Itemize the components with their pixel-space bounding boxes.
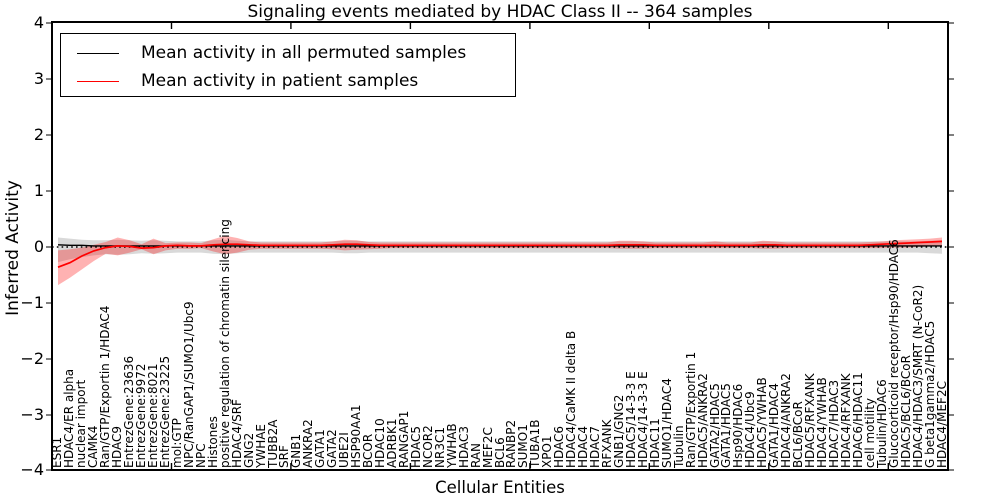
x-tick-label: GNG2 bbox=[241, 432, 256, 468]
x-tick-label: HDAC4/MEF2C bbox=[934, 381, 949, 468]
x-axis-label: Cellular Entities bbox=[435, 478, 565, 497]
x-tick-label: HDAC4/HDAC3/SMRT (N-CoR2) bbox=[910, 284, 925, 468]
x-tick-label: Glucocorticoid receptor/Hsp90/HDAC6 bbox=[886, 239, 901, 468]
x-tick-label: NR3C1 bbox=[432, 427, 447, 468]
y-tick-label: 0 bbox=[33, 237, 44, 256]
x-tick-label: Tubulin/HDAC6 bbox=[874, 379, 889, 468]
legend: Mean activity in all permuted samples Me… bbox=[60, 33, 516, 97]
x-tick-label: HDAC5/BCL6/BCoR bbox=[898, 355, 913, 468]
y-tick-label: 3 bbox=[33, 69, 44, 88]
x-tick-label: YWHAE bbox=[253, 423, 268, 468]
x-tick-label: positive regulation of chromatin silenci… bbox=[217, 219, 232, 468]
x-tick-label: Ran/GTP/Exportin 1 bbox=[683, 351, 698, 468]
x-tick-label: SUMO1/HDAC4 bbox=[659, 378, 674, 468]
x-tick-label: Tubulin bbox=[671, 425, 686, 468]
chart-title: Signaling events mediated by HDAC Class … bbox=[247, 2, 753, 22]
legend-label-permuted: Mean activity in all permuted samples bbox=[141, 43, 467, 63]
x-tick-label: NCOR2 bbox=[420, 425, 435, 468]
y-tick-label: −1 bbox=[20, 293, 44, 312]
y-tick-label: 4 bbox=[33, 13, 44, 32]
y-tick-label: −3 bbox=[20, 405, 44, 424]
patient-mean-line bbox=[57, 240, 943, 268]
x-tick-label: HDAC11 bbox=[647, 418, 662, 468]
x-tick-label: HDAC5/ANKRA2 bbox=[695, 373, 710, 468]
x-tick-label: HDAC4/SRF bbox=[229, 399, 244, 468]
patient-band bbox=[58, 235, 942, 286]
x-tick-label: HDAC3 bbox=[456, 425, 471, 468]
x-tick-label: MEF2C bbox=[480, 427, 495, 468]
y-tick-label: 1 bbox=[33, 181, 44, 200]
x-tick-label: Histones bbox=[205, 416, 220, 468]
legend-label-patient: Mean activity in patient samples bbox=[141, 71, 419, 91]
legend-item-patient: Mean activity in patient samples bbox=[61, 67, 418, 95]
x-tick-label: RAN bbox=[468, 442, 483, 468]
x-tick-label: G beta1gamma2/HDAC5 bbox=[922, 320, 937, 468]
y-tick-label: −4 bbox=[20, 460, 44, 479]
legend-item-permuted: Mean activity in all permuted samples bbox=[61, 39, 466, 67]
legend-line-patient-icon bbox=[77, 80, 119, 82]
legend-line-permuted-icon bbox=[77, 52, 119, 54]
permuted-band bbox=[58, 237, 942, 263]
x-tick-label: YWHAB bbox=[444, 423, 459, 468]
y-tick-label: 2 bbox=[33, 125, 44, 144]
y-tick-label: −2 bbox=[20, 349, 44, 368]
axes-frame bbox=[51, 21, 949, 471]
